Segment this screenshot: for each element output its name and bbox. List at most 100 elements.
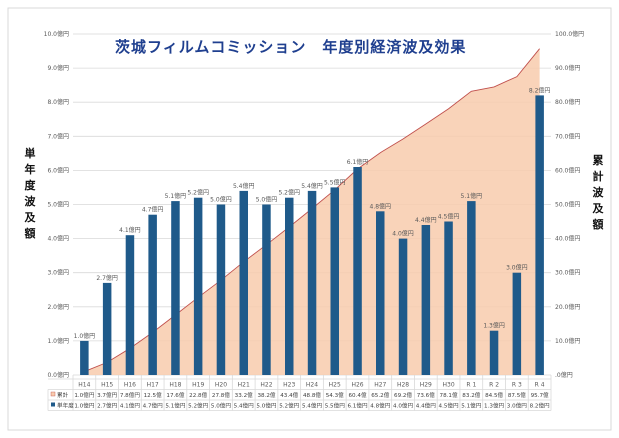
category-label-H21: H21	[238, 382, 250, 389]
table-cell-単年度-H19: 5.2億円	[188, 402, 208, 410]
left-tick: 0.0億円	[47, 371, 69, 379]
table-cell-累計-H21: 33.2億	[235, 391, 253, 399]
table-cell-単年度-H24: 5.4億円	[302, 402, 322, 410]
bar-label-H16: 4.1億円	[119, 226, 141, 234]
table-cell-単年度-H28: 4.0億円	[393, 402, 413, 410]
bar-H23	[285, 197, 294, 375]
category-label-H14: H14	[78, 382, 90, 389]
table-cell-累計-H29: 73.6億	[417, 391, 435, 399]
bar-label-H17: 4.7億円	[142, 206, 164, 214]
table-cell-単年度-H17: 4.7億円	[143, 402, 163, 410]
table-cell-単年度-H20: 5.0億円	[211, 402, 231, 410]
bar-H29	[421, 225, 431, 375]
table-cell-単年度-H26: 6.1億円	[347, 402, 367, 410]
category-label-R 2: R 2	[489, 382, 499, 389]
left-tick: 10.0億円	[44, 30, 69, 38]
bar-H26	[353, 167, 362, 375]
bar-label-H30: 4.5億円	[438, 213, 460, 221]
right-tick: 50.0億円	[555, 201, 580, 209]
annual-bar-series	[80, 95, 544, 376]
right-tick: 80.0億円	[555, 98, 580, 106]
bar-label-H19: 5.2億円	[187, 189, 209, 197]
left-tick: 9.0億円	[47, 64, 69, 72]
right-tick: 90.0億円	[555, 64, 580, 72]
category-label-H19: H19	[192, 382, 204, 389]
left-tick: 1.0億円	[47, 337, 69, 345]
category-label-R 4: R 4	[535, 382, 545, 389]
bar-R 4	[535, 95, 544, 376]
bar-label-H26: 6.1億円	[347, 158, 369, 166]
table-cell-累計-H23: 43.4億	[280, 391, 298, 399]
category-label-H28: H28	[397, 382, 409, 389]
right-axis-ticks: .0億円 10.0億円 20.0億円 30.0億円 40.0億円 50.0億円 60.0億円…	[555, 30, 584, 379]
table-cell-累計-R 4: 95.7億	[531, 391, 549, 399]
chart-title: 茨城フィルムコミッション 年度別経済波及効果	[115, 38, 466, 56]
table-cell-単年度-H21: 5.4億円	[234, 402, 254, 410]
category-label-H24: H24	[306, 382, 318, 389]
table-cell-累計-R 1: 83.2億	[462, 391, 480, 399]
category-label-H30: H30	[442, 382, 454, 389]
table-cell-単年度-R 3: 3.0億円	[507, 402, 527, 410]
table-cell-単年度-H22: 5.0億円	[256, 402, 276, 410]
right-axis-title-text: 累計波及額	[592, 154, 605, 231]
category-label-R 1: R 1	[466, 382, 476, 389]
right-tick: 10.0億円	[555, 337, 580, 345]
table-cell-累計-H22: 38.2億	[257, 391, 275, 399]
table-cell-単年度-H23: 5.2億円	[279, 402, 299, 410]
right-tick: 100.0億円	[555, 30, 584, 38]
bar-label-R 2: 1.3億円	[483, 322, 505, 330]
table-cell-単年度-H14: 1.0億円	[74, 402, 94, 410]
table-cell-累計-H30: 78.1億	[440, 391, 458, 399]
category-label-R 3: R 3	[512, 382, 522, 389]
table-cell-単年度-H27: 4.8億円	[370, 402, 390, 410]
table-cell-累計-H24: 48.8億	[303, 391, 321, 399]
bar-label-R 1: 5.1億円	[461, 192, 483, 200]
bar-label-H25: 5.5億円	[324, 178, 346, 186]
left-tick: 5.0億円	[47, 201, 69, 209]
table-cell-累計-R 2: 84.5億	[485, 391, 503, 399]
table-cell-単年度-H16: 4.1億円	[120, 402, 140, 410]
bar-R 1	[467, 201, 476, 375]
table-cell-累計-H20: 27.8億	[212, 391, 230, 399]
table-cell-累計-H18: 17.6億	[166, 391, 184, 399]
left-axis-ticks: 0.0億円 1.0億円 2.0億円 3.0億円 4.0億円 5.0億円 6.0億円 7.0億円…	[44, 30, 69, 379]
left-axis-title: 単年度波及額	[24, 146, 37, 240]
left-tick: 2.0億円	[47, 303, 69, 311]
table-cell-単年度-H18: 5.1億円	[165, 402, 185, 410]
left-tick: 6.0億円	[47, 166, 69, 174]
bar-H24	[307, 190, 317, 375]
table-cell-単年度-R 1: 5.1億円	[461, 402, 481, 410]
right-axis-title: 累計波及額	[592, 154, 605, 231]
category-label-H15: H15	[101, 382, 113, 389]
bar-label-H15: 2.7億円	[96, 274, 118, 282]
table-cell-累計-H15: 3.7億円	[97, 391, 117, 399]
table-cell-累計-H28: 69.2億	[394, 391, 412, 399]
category-label-H18: H18	[169, 382, 181, 389]
legend-name-単年度: 単年度	[57, 402, 74, 410]
category-label-H27: H27	[374, 382, 386, 389]
data-table: H14 H15 H16 H17 H18 H19 H20 H21 H22 H23 H24 H25 H26 H…	[47, 378, 551, 411]
bar-H18	[171, 201, 180, 375]
table-cell-単年度-H25: 5.5億円	[325, 402, 345, 410]
table-cell-累計-H26: 60.4億	[348, 391, 366, 399]
bar-label-H20: 5.0億円	[210, 196, 232, 204]
bar-label-H29: 4.4億円	[415, 216, 437, 224]
left-tick: 8.0億円	[47, 98, 69, 106]
bar-label-H21: 5.4億円	[233, 182, 255, 190]
table-cell-累計-H27: 65.2億	[371, 391, 389, 399]
table-cell-単年度-H29: 4.4億円	[416, 402, 436, 410]
table-cell-累計-R 3: 87.5億	[508, 391, 526, 399]
bar-H30	[444, 221, 453, 375]
category-label-H20: H20	[215, 382, 227, 389]
category-label-H17: H17	[147, 382, 159, 389]
legend-name-累計: 累計	[57, 391, 69, 399]
right-tick: 40.0億円	[555, 235, 580, 243]
chart-frame	[7, 7, 612, 431]
table-cell-単年度-R 2: 1.3億円	[484, 402, 504, 410]
category-label-H26: H26	[351, 382, 363, 389]
bar-H21	[239, 190, 248, 375]
bar-R 3	[512, 272, 522, 375]
bar-H27	[376, 211, 385, 375]
